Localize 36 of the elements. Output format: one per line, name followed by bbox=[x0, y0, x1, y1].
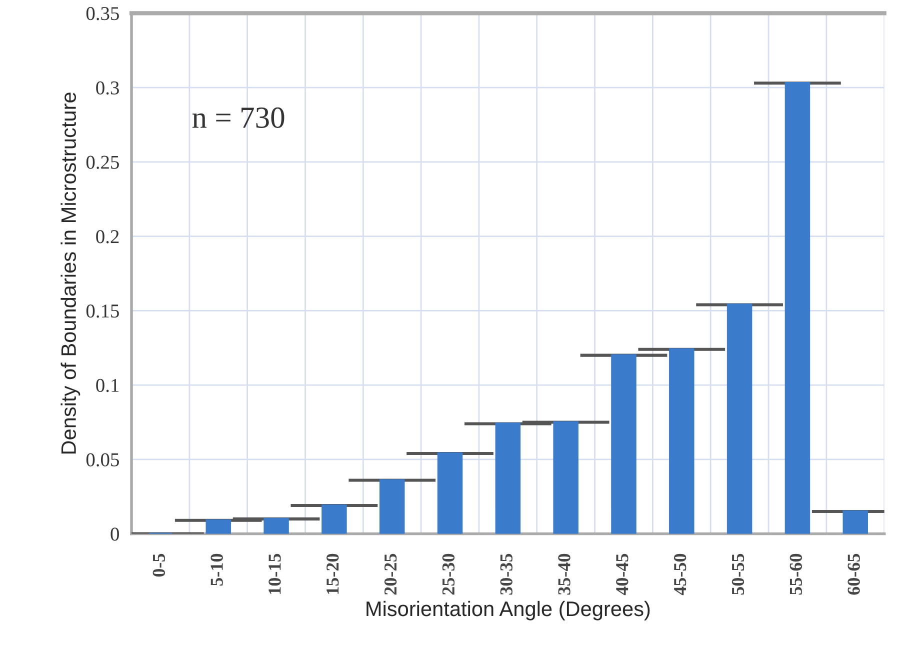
x-tick-label: 25-30 bbox=[442, 554, 455, 595]
x-tick-label: 35-40 bbox=[558, 554, 570, 595]
bar bbox=[495, 422, 521, 534]
x-axis-title: Misorientation Angle (Degrees) bbox=[366, 600, 650, 620]
y-tick-label: 0.25 bbox=[86, 156, 119, 169]
x-tick-label: 5-10 bbox=[210, 554, 223, 586]
bar bbox=[206, 519, 232, 534]
bar bbox=[842, 510, 868, 534]
y-tick-label: 0.15 bbox=[86, 304, 119, 318]
x-tick-label: 45-50 bbox=[674, 554, 686, 596]
y-tick-label: 0 bbox=[110, 528, 119, 541]
x-tick-label: 40-45 bbox=[616, 554, 628, 596]
bar bbox=[322, 504, 347, 534]
x-tick-label: 20-25 bbox=[384, 554, 397, 595]
bar bbox=[726, 304, 752, 534]
bar bbox=[437, 452, 463, 534]
bar bbox=[784, 82, 810, 534]
annotation: n = 730 bbox=[192, 107, 284, 128]
y-tick-label: 0.3 bbox=[96, 81, 119, 95]
bar bbox=[669, 348, 694, 534]
bar bbox=[611, 354, 636, 534]
y-tick-label: 0.05 bbox=[86, 453, 119, 466]
x-tick-label: 55-60 bbox=[790, 554, 802, 595]
bar bbox=[379, 479, 405, 534]
bar bbox=[553, 421, 578, 534]
y-tick-label: 0.2 bbox=[96, 230, 119, 244]
y-tick-label: 0.1 bbox=[96, 378, 119, 392]
x-tick-label: 0-5 bbox=[152, 554, 165, 577]
y-axis-title: Density of Boundaries in Microstructure bbox=[60, 92, 80, 454]
x-tick-label: 60-65 bbox=[848, 554, 860, 595]
x-tick-label: 15-20 bbox=[326, 554, 339, 594]
x-tick-label: 10-15 bbox=[268, 554, 281, 594]
y-tick-label: 0.35 bbox=[86, 6, 119, 20]
bar bbox=[264, 518, 289, 534]
x-tick-label: 30-35 bbox=[500, 554, 512, 595]
x-tick-label: 50-55 bbox=[732, 554, 744, 595]
